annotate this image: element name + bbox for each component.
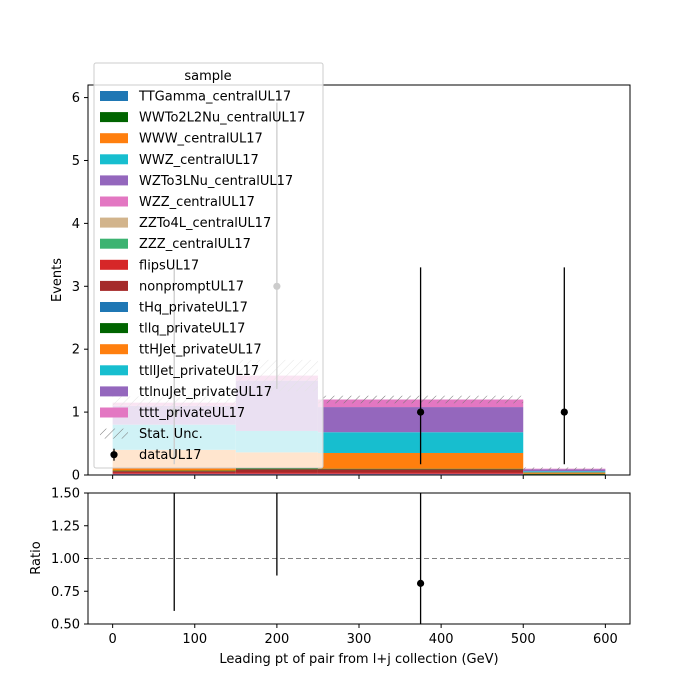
ratio-point-2 xyxy=(416,579,425,587)
legend-label-tllq_privateUL17: tllq_privateUL17 xyxy=(139,322,245,337)
ratio-y-tick-label-1: 0.75 xyxy=(51,585,80,600)
stat-unc-band-bin-3 xyxy=(523,467,606,470)
legend-label-WWZ_centralUL17: WWZ_centralUL17 xyxy=(139,153,259,168)
legend-label-ttllJet_privateUL17: ttllJet_privateUL17 xyxy=(139,364,259,379)
data-point-3 xyxy=(560,408,568,416)
legend-title: sample xyxy=(184,69,231,84)
bar-tllq_privateUL17-bin-1 xyxy=(235,468,318,470)
legend-swatch-ttHJet_privateUL17 xyxy=(100,344,128,355)
bar-tllq_privateUL17-bin-2 xyxy=(317,468,524,470)
legend-swatch-ZZTo4L_centralUL17 xyxy=(100,217,128,228)
legend-swatch-ZZZ_centralUL17 xyxy=(100,238,128,249)
legend-label-ZZZ_centralUL17: ZZZ_centralUL17 xyxy=(139,237,251,252)
x-tick-label-400: 400 xyxy=(429,632,454,647)
legend-swatch-flipsUL17 xyxy=(100,259,128,270)
ratio-y-tick-label-2: 1.00 xyxy=(51,552,80,567)
legend-label-data: dataUL17 xyxy=(139,448,202,463)
legend-label-WWTo2L2Nu_centralUL17: WWTo2L2Nu_centralUL17 xyxy=(139,111,305,126)
legend-items: TTGamma_centralUL17 WWTo2L2Nu_centralUL17… xyxy=(100,90,305,463)
legend-label-tHq_privateUL17: tHq_privateUL17 xyxy=(139,301,248,316)
main-y-tick-label-5: 5 xyxy=(72,154,80,169)
ratio-y-tick-label-4: 1.50 xyxy=(51,487,80,502)
main-y-tick-label-0: 0 xyxy=(72,469,80,484)
bar-tllq_privateUL17-bin-0 xyxy=(112,470,236,472)
legend-box xyxy=(93,62,324,469)
main-y-tick-label-3: 3 xyxy=(72,280,80,295)
legend-label-WZZ_centralUL17: WZZ_centralUL17 xyxy=(139,195,255,210)
legend-label-ZZTo4L_centralUL17: ZZTo4L_centralUL17 xyxy=(139,216,271,231)
bar-nonpromptUL17-bin-1 xyxy=(235,469,318,473)
main-x-axis-ticks xyxy=(112,475,606,479)
ratio-y-axis-label: Ratio xyxy=(29,541,44,574)
bar-nonpromptUL17-bin-2 xyxy=(317,469,524,473)
ratio-y-axis-ticks: 0.50 0.75 1.00 1.25 1.50 xyxy=(51,487,88,633)
legend-swatch-TTGamma_centralUL17 xyxy=(100,91,128,101)
legend-label-tttt_privateUL17: tttt_privateUL17 xyxy=(139,406,245,421)
legend-swatch-ttlnuJet_privateUL17 xyxy=(100,386,128,397)
legend-label-flipsUL17: flipsUL17 xyxy=(139,258,199,273)
legend-swatch-nonpromptUL17 xyxy=(100,280,128,291)
bar-ttlnuJet_privateUL17-bin-3 xyxy=(523,469,606,472)
data-point-2 xyxy=(416,408,425,416)
legend-label-WZTo3LNu_centralUL17: WZTo3LNu_centralUL17 xyxy=(139,174,293,189)
bar-WZTo3LNu_centralUL17-bin-0 xyxy=(112,473,236,475)
ratio-x-axis-ticks: 0 100 200 300 400 500 600 xyxy=(108,624,618,647)
ratio-panel: 0.50 0.75 1.00 1.25 1.50 0 100 200 300 400 500 600… xyxy=(29,487,631,667)
main-y-tick-label-2: 2 xyxy=(72,343,80,358)
bar-WZTo3LNu_centralUL17-bin-1 xyxy=(235,473,318,475)
main-y-axis-ticks: 0 1 2 3 4 5 6 xyxy=(72,91,88,484)
main-y-tick-label-6: 6 xyxy=(72,91,80,106)
bar-ttHJet_privateUL17-bin-3 xyxy=(523,472,606,474)
bar-nonpromptUL17-bin-0 xyxy=(112,471,236,473)
legend-swatch-tHq_privateUL17 xyxy=(100,302,128,312)
legend-label-nonpromptUL17: nonpromptUL17 xyxy=(139,279,244,294)
legend-swatch-WWTo2L2Nu_centralUL17 xyxy=(100,112,128,123)
main-y-axis-label: Events xyxy=(50,258,65,302)
legend: sample TTGamma_centralUL17 WWTo2L2Nu_cent… xyxy=(93,62,324,469)
legend-swatch-WWZ_centralUL17 xyxy=(100,154,128,165)
bar-WZTo3LNu_centralUL17-bin-2 xyxy=(317,473,524,475)
legend-data-marker xyxy=(110,451,118,459)
legend-label-stat-unc: Stat. Unc. xyxy=(139,427,203,442)
x-tick-label-300: 300 xyxy=(347,632,372,647)
legend-label-TTGamma_centralUL17: TTGamma_centralUL17 xyxy=(138,90,291,105)
ratio-y-tick-label-3: 1.25 xyxy=(51,519,80,534)
legend-label-WWW_centralUL17: WWW_centralUL17 xyxy=(139,132,263,147)
legend-swatch-WZTo3LNu_centralUL17 xyxy=(100,175,128,186)
x-tick-label-0: 0 xyxy=(108,632,116,647)
legend-swatch-WWW_centralUL17 xyxy=(100,133,128,144)
legend-label-ttlnuJet_privateUL17: ttlnuJet_privateUL17 xyxy=(139,385,272,400)
ratio-points xyxy=(173,493,425,624)
main-y-tick-label-4: 4 xyxy=(72,217,80,232)
bar-flipsUL17-bin-2 xyxy=(317,472,524,474)
legend-swatch-tllq_privateUL17 xyxy=(100,323,128,334)
legend-swatch-WZZ_centralUL17 xyxy=(100,196,128,207)
legend-swatch-stat-unc xyxy=(100,428,128,439)
legend-swatch-tttt_privateUL17 xyxy=(100,407,128,418)
bar-tllq_privateUL17-bin-3 xyxy=(523,473,606,475)
legend-label-ttHJet_privateUL17: ttHJet_privateUL17 xyxy=(139,343,262,358)
bar-flipsUL17-bin-1 xyxy=(235,472,318,474)
bar-ttllJet_privateUL17-bin-3 xyxy=(523,471,606,473)
x-tick-label-500: 500 xyxy=(511,632,536,647)
legend-swatch-ttllJet_privateUL17 xyxy=(100,365,128,376)
bar-flipsUL17-bin-0 xyxy=(112,472,236,474)
x-tick-label-200: 200 xyxy=(264,632,289,647)
x-tick-label-600: 600 xyxy=(593,632,618,647)
x-tick-label-100: 100 xyxy=(182,632,207,647)
x-axis-label: Leading pt of pair from l+j collection (… xyxy=(219,652,498,667)
main-y-tick-label-1: 1 xyxy=(72,406,80,421)
ratio-y-tick-label-0: 0.50 xyxy=(51,618,80,633)
